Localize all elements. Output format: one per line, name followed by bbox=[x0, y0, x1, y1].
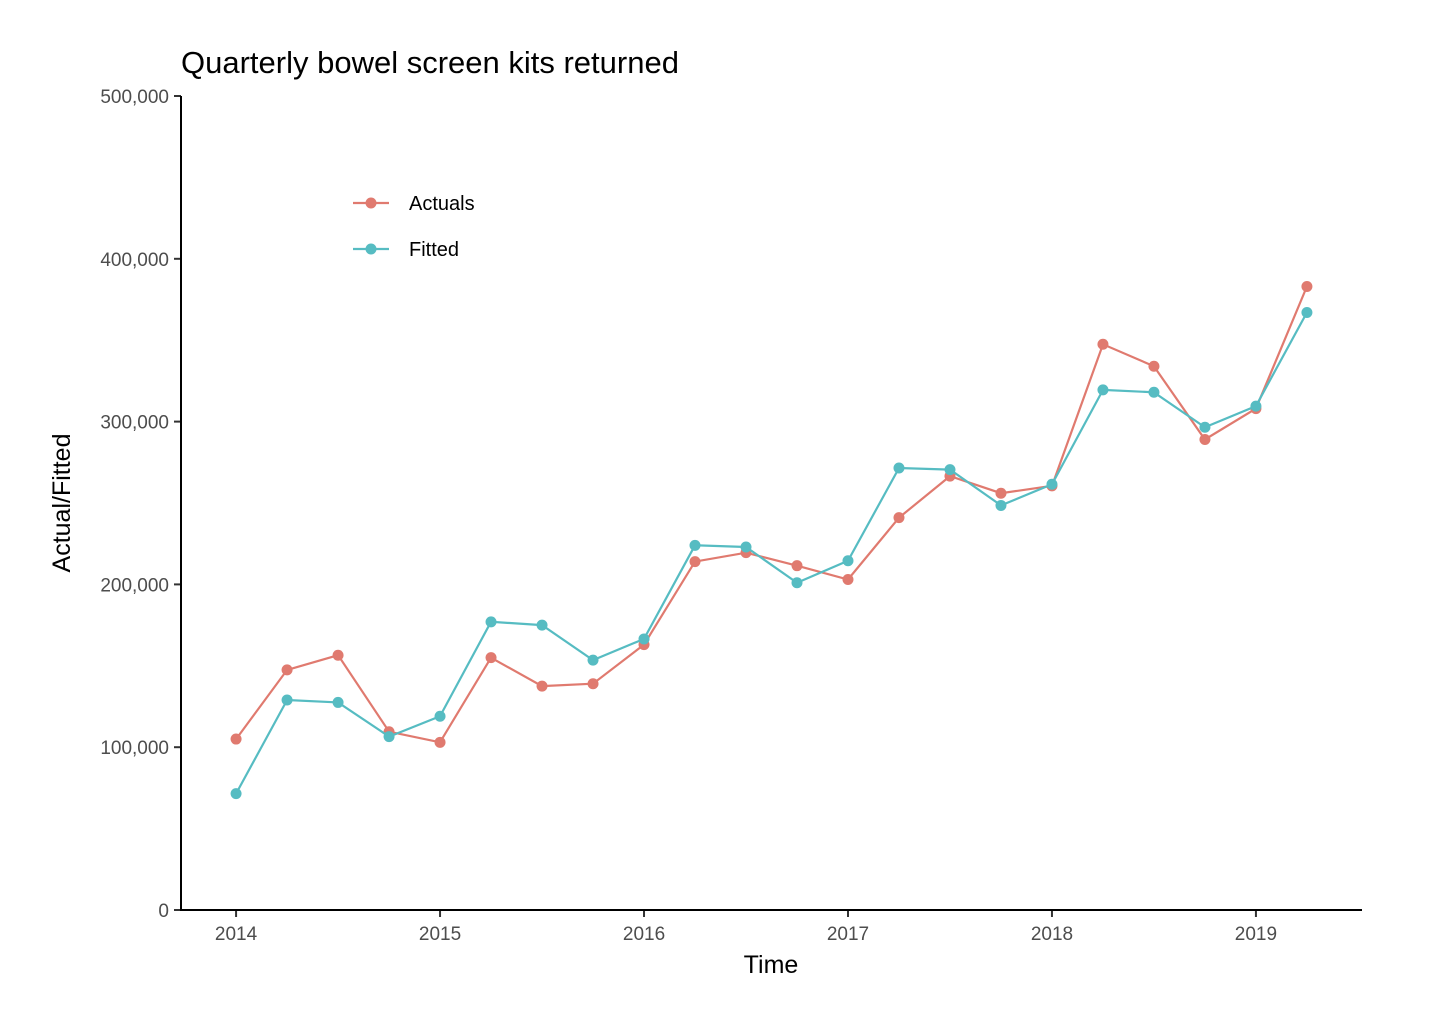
series-actuals-point bbox=[536, 680, 548, 692]
series-actuals-point bbox=[587, 678, 599, 690]
series-actuals-point bbox=[434, 736, 446, 748]
series-actuals-point bbox=[1301, 280, 1313, 292]
x-tick-label: 2018 bbox=[1031, 924, 1073, 945]
series-actuals-point bbox=[893, 512, 905, 524]
series-actuals-point bbox=[1097, 338, 1109, 350]
x-tick-label: 2015 bbox=[419, 924, 461, 945]
series-actuals-point bbox=[842, 574, 854, 586]
series-fitted-point bbox=[1199, 421, 1211, 433]
x-axis-ticks: 2014 2015 2016 2017 2018 2019 bbox=[215, 910, 1277, 945]
series-fitted-point bbox=[638, 633, 650, 645]
series-fitted-point bbox=[536, 619, 548, 631]
series-actuals-point bbox=[281, 664, 293, 676]
series-actuals-point bbox=[1199, 434, 1211, 446]
y-tick-label: 200,000 bbox=[100, 575, 169, 596]
series-fitted-point bbox=[281, 694, 293, 706]
y-axis-ticks: 0 100,000 200,000 300,000 400,000 500,000 bbox=[100, 87, 181, 922]
y-tick-label: 500,000 bbox=[100, 87, 169, 108]
series-actuals-line bbox=[235, 286, 1308, 744]
series-fitted-point bbox=[434, 710, 446, 722]
series-layer bbox=[230, 280, 1313, 800]
series-actuals-point bbox=[995, 487, 1007, 499]
x-tick-label: 2019 bbox=[1235, 924, 1277, 945]
series-fitted-point bbox=[944, 464, 956, 476]
series-fitted-point bbox=[485, 616, 497, 628]
series-fitted-point bbox=[893, 462, 905, 474]
series-actuals-point bbox=[485, 652, 497, 664]
legend-item-actuals: Actuals bbox=[353, 193, 475, 215]
y-tick-label: 0 bbox=[158, 901, 169, 922]
series-fitted-point bbox=[689, 539, 701, 551]
series-fitted-point bbox=[1148, 386, 1160, 398]
series-fitted bbox=[230, 307, 1313, 800]
y-tick-label: 400,000 bbox=[100, 250, 169, 271]
series-actuals-point bbox=[689, 556, 701, 568]
series-fitted-point bbox=[332, 696, 344, 708]
series-actuals bbox=[230, 280, 1313, 748]
series-actuals-point bbox=[1148, 360, 1160, 372]
series-fitted-point bbox=[230, 788, 242, 800]
series-fitted-point bbox=[587, 654, 599, 666]
x-tick-label: 2016 bbox=[623, 924, 665, 945]
legend-label: Fitted bbox=[409, 239, 459, 261]
legend-key-point bbox=[365, 243, 377, 255]
series-fitted-point bbox=[995, 499, 1007, 511]
y-tick-label: 100,000 bbox=[100, 738, 169, 759]
legend: Actuals Fitted bbox=[353, 193, 475, 261]
series-fitted-point bbox=[1250, 400, 1262, 412]
legend-key-point bbox=[365, 197, 377, 209]
series-fitted-point bbox=[1046, 478, 1058, 490]
series-actuals-point bbox=[791, 560, 803, 572]
y-tick-label: 300,000 bbox=[100, 413, 169, 434]
x-tick-label: 2017 bbox=[827, 924, 869, 945]
series-fitted-point bbox=[383, 731, 395, 743]
series-fitted-point bbox=[842, 555, 854, 567]
legend-label: Actuals bbox=[409, 193, 475, 215]
series-fitted-point bbox=[791, 577, 803, 589]
series-actuals-point bbox=[332, 649, 344, 661]
series-actuals-point bbox=[230, 733, 242, 745]
x-tick-label: 2014 bbox=[215, 924, 258, 945]
series-fitted-line bbox=[235, 311, 1308, 795]
series-fitted-point bbox=[1097, 384, 1109, 396]
series-fitted-point bbox=[1301, 307, 1313, 319]
x-axis-title: Time bbox=[744, 951, 799, 979]
y-axis-title: Actual/Fitted bbox=[48, 434, 76, 573]
legend-item-fitted: Fitted bbox=[353, 239, 459, 261]
series-fitted-point bbox=[740, 541, 752, 553]
chart-title: Quarterly bowel screen kits returned bbox=[181, 45, 679, 80]
